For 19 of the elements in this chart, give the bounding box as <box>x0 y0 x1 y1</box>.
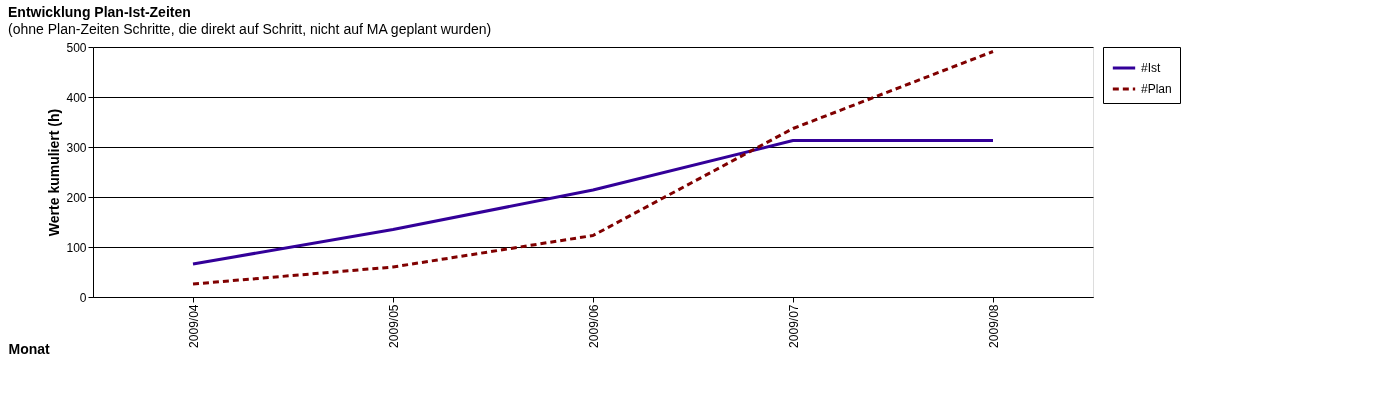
chart-subtitle: (ohne Plan-Zeiten Schritte, die direkt auf Schritt, nicht auf MA geplant wurden) <box>8 21 492 37</box>
y-tick-label: 200 <box>66 190 87 205</box>
x-axis-title: Monat <box>8 340 51 357</box>
y-tick-label: 100 <box>66 240 87 255</box>
line-series <box>191 50 995 286</box>
legend-label: #Plan <box>1141 82 1172 96</box>
y-tick-label: 300 <box>66 140 87 155</box>
x-tick-label: 2009/08 <box>986 304 1001 348</box>
x-tick-label: 2009/04 <box>186 304 201 348</box>
y-tick-label: 400 <box>66 90 87 105</box>
y-axis-title: Werte kumuliert (h) <box>46 108 63 237</box>
line-series <box>191 139 995 266</box>
chart-title: Entwicklung Plan-Ist-Zeiten <box>8 4 191 20</box>
legend-label: #Ist <box>1141 61 1162 75</box>
y-tick-label: 500 <box>66 40 87 55</box>
x-tick-label: 2009/05 <box>386 304 401 348</box>
x-tick-label: 2009/06 <box>586 304 601 348</box>
y-tick-label: 0 <box>79 290 87 305</box>
x-tick-label: 2009/07 <box>786 304 801 348</box>
